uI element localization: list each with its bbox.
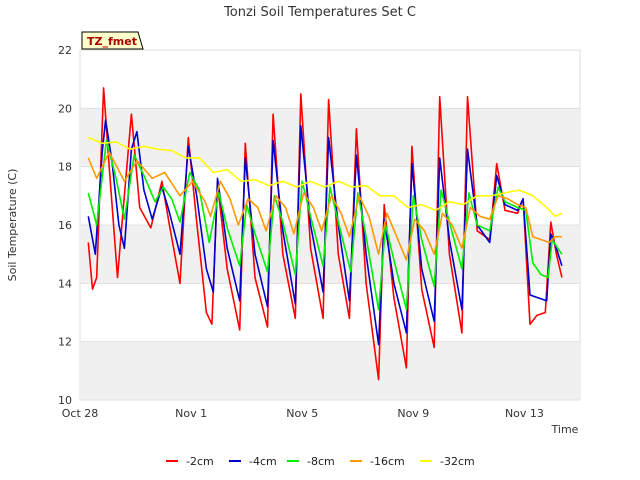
legend-label: -2cm bbox=[186, 455, 214, 468]
y-tick-label: 14 bbox=[58, 277, 72, 290]
grid-band bbox=[80, 225, 580, 284]
x-tick-label: Nov 5 bbox=[286, 407, 318, 420]
grid-band bbox=[80, 341, 580, 400]
axis-ticks: 10 12 14 16 18 20 22 Oct 28 Nov 1 Nov 5 Nov 9 Nov 1… bbox=[58, 44, 544, 420]
y-axis-label: Soil Temperature (C) bbox=[6, 169, 19, 282]
series-line-32cmcm bbox=[87, 136, 563, 218]
y-tick-label: 12 bbox=[58, 336, 72, 349]
series-line-8cmcm bbox=[87, 139, 563, 311]
series-line-16cmcm bbox=[87, 151, 562, 261]
series-layer bbox=[87, 87, 563, 381]
x-tick-label: Oct 28 bbox=[62, 407, 99, 420]
y-tick-label: 18 bbox=[58, 161, 72, 174]
chart-title: Tonzi Soil Temperatures Set C bbox=[223, 5, 416, 20]
legend-label: -32cm bbox=[440, 455, 475, 468]
legend-label: -16cm bbox=[370, 455, 405, 468]
station-badge: TZ_fmet bbox=[81, 31, 144, 50]
badge-box bbox=[81, 31, 144, 50]
x-tick-label: Nov 9 bbox=[397, 407, 429, 420]
legend-label: -8cm bbox=[307, 455, 335, 468]
y-tick-label: 22 bbox=[58, 44, 72, 57]
x-tick-label: Nov 1 bbox=[175, 407, 207, 420]
x-axis-label: Time bbox=[551, 423, 579, 436]
badge-label: TZ_fmet bbox=[87, 35, 137, 48]
y-tick-label: 10 bbox=[58, 394, 72, 407]
y-tick-label: 16 bbox=[58, 219, 72, 232]
y-tick-label: 20 bbox=[58, 102, 72, 115]
legend-label: -4cm bbox=[249, 455, 277, 468]
x-tick-label: Nov 13 bbox=[505, 407, 544, 420]
legend: -2cm -4cm -8cm -16cm -32cm bbox=[166, 455, 475, 468]
